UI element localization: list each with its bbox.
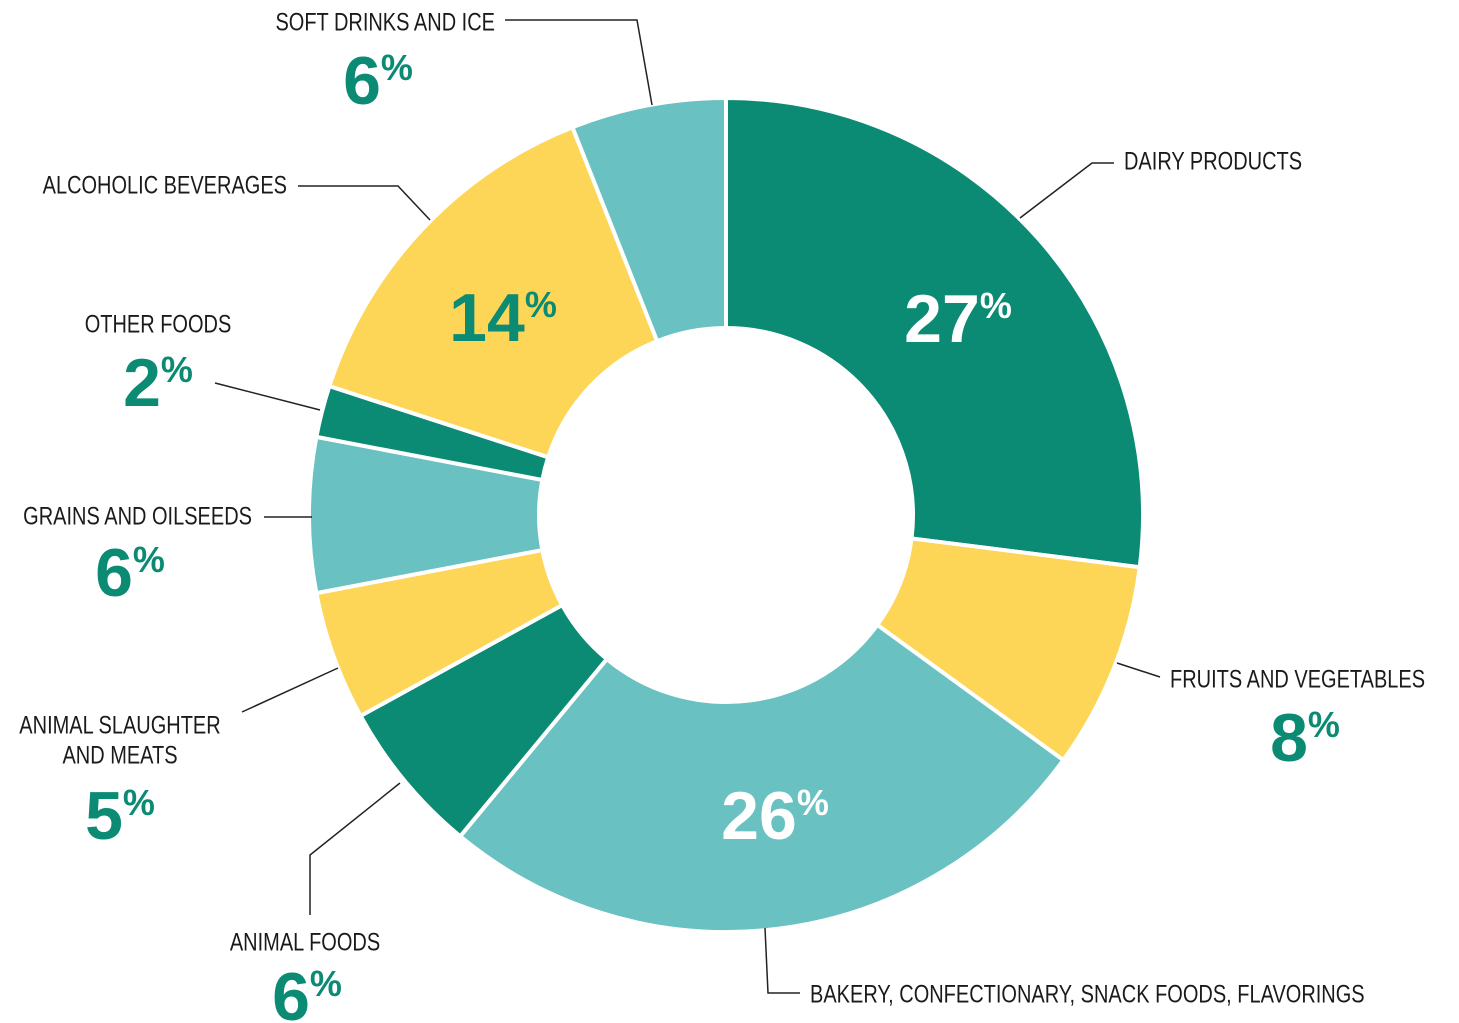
slice (457, 622, 1067, 934)
value-label: 27% (904, 281, 1012, 357)
category-label: SOFT DRINKS AND ICE (275, 9, 495, 37)
leader-line (1116, 662, 1161, 678)
value-label: 6% (343, 43, 413, 119)
category-label: DAIRY PRODUCTS (1124, 148, 1302, 176)
category-label-group: ALCOHOLIC BEVERAGES (43, 172, 287, 200)
value-label: 6% (95, 535, 165, 611)
leader-line (309, 782, 401, 915)
category-label: ALCOHOLIC BEVERAGES (43, 172, 287, 200)
category-label-group: FRUITS AND VEGETABLES (1170, 666, 1425, 694)
leader-line (1019, 162, 1114, 219)
slice (724, 95, 1145, 570)
category-label: FRUITS AND VEGETABLES (1170, 666, 1425, 694)
category-label-group: ANIMAL SLAUGHTER AND MEATS (19, 712, 220, 770)
category-label: OTHER FOODS (85, 311, 232, 339)
value-label: 5% (85, 778, 155, 854)
leader-line (764, 927, 800, 994)
category-label: BAKERY, CONFECTIONARY, SNACK FOODS, FLAV… (810, 981, 1365, 1009)
category-label-group: BAKERY, CONFECTIONARY, SNACK FOODS, FLAV… (810, 981, 1365, 1009)
category-label: ANIMAL SLAUGHTER AND MEATS (19, 712, 220, 770)
slice (569, 95, 728, 344)
value-label: 8% (1270, 700, 1340, 776)
leader-line (505, 19, 653, 106)
leader-line (214, 382, 321, 411)
category-label: ANIMAL FOODS (230, 929, 380, 957)
leader-line (241, 667, 339, 713)
category-label-group: ANIMAL FOODS (230, 929, 380, 957)
value-label: 14% (449, 280, 557, 356)
category-label-group: GRAINS AND OILSEEDS (23, 503, 252, 531)
category-label-group: SOFT DRINKS AND ICE (275, 9, 495, 37)
category-label-group: OTHER FOODS (85, 311, 232, 339)
category-label: GRAINS AND OILSEEDS (23, 503, 252, 531)
leader-line (298, 185, 431, 221)
value-label: 26% (721, 778, 829, 854)
value-label: 2% (123, 345, 193, 421)
category-label-group: DAIRY PRODUCTS (1124, 148, 1302, 176)
slice (326, 124, 660, 460)
value-label: 6% (272, 959, 342, 1023)
